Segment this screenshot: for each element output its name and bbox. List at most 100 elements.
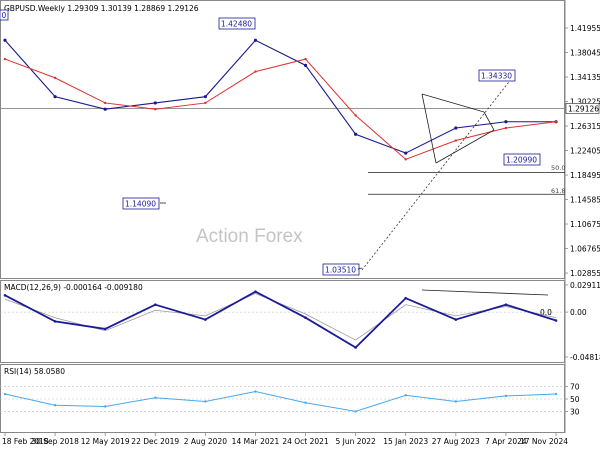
rsi-panel[interactable] [0, 364, 565, 433]
moving-average-point [304, 57, 307, 61]
macd-point [354, 346, 357, 349]
macd-point [53, 320, 57, 323]
macd-current-label: 0.0 [540, 308, 552, 317]
rsi-tick-label: 70 [570, 383, 580, 392]
rsi-point [204, 400, 207, 403]
label-1-03510: 1.03510 [322, 263, 360, 276]
rsi-line [4, 391, 557, 412]
moving-average-point [404, 158, 407, 161]
rsi-tick-label: 50 [570, 395, 580, 404]
moving-average-point [53, 76, 57, 80]
macd-panel[interactable] [0, 280, 565, 363]
macd-point [103, 327, 107, 331]
left-edge-label: 0 [2, 11, 7, 20]
price-point [354, 132, 358, 136]
macd-point [404, 296, 408, 300]
moving-average-point [3, 57, 7, 61]
x-tick-label: 5 Jun 2022 [335, 437, 376, 446]
moving-average-point [554, 120, 558, 123]
rsi-header: RSI(14) 58.0580 [4, 367, 65, 376]
macd-point [204, 318, 207, 321]
moving-average-point [103, 101, 107, 105]
rsi-point [354, 410, 357, 413]
rsi-point [254, 390, 257, 393]
macd-point [254, 290, 257, 293]
moving-average-point [504, 126, 508, 130]
macd-point [304, 316, 307, 320]
connector-1-03510 [357, 267, 363, 270]
moving-average-point [204, 101, 207, 105]
watermark: Action Forex [196, 226, 303, 247]
price-point [253, 38, 258, 42]
macd-header: MACD(12,26,9) -0.000164 -0.009180 [4, 283, 143, 292]
price-tick-label: 1.18495 [570, 171, 600, 180]
x-tick-label: 2 Aug 2020 [184, 437, 227, 446]
svg-text:1.20990: 1.20990 [506, 156, 537, 165]
macd-line [4, 290, 557, 349]
rsi-point [3, 392, 7, 396]
x-tick-label: 22 Dec 2019 [131, 437, 179, 446]
moving-average-point [454, 139, 458, 142]
price-panel[interactable] [0, 0, 565, 279]
trendline-dotted [361, 77, 513, 271]
rsi-point [103, 405, 107, 408]
svg-text:1.03510: 1.03510 [325, 266, 356, 275]
label-1-42480: 1.42480 [218, 17, 256, 30]
price-tick-label: 1.02855 [570, 269, 600, 278]
rsi-point [154, 396, 157, 399]
price-header: GBPUSD.Weekly 1.29309 1.30139 1.28869 1.… [4, 4, 199, 13]
price-point [404, 151, 408, 155]
price-tick-label: 1.38045 [570, 49, 600, 58]
price-point [454, 126, 458, 130]
x-tick-label: 12 May 2019 [81, 437, 130, 446]
x-tick-label: 7 Apr 2024 [485, 437, 527, 446]
macd-tick-label: 0.00 [570, 308, 587, 317]
price-tick-label: 1.14585 [570, 196, 600, 205]
svg-text:1.34330: 1.34330 [481, 72, 512, 81]
label-1-20990: 1.20990 [503, 153, 541, 166]
price-tick-label: 1.10675 [570, 220, 600, 229]
x-tick-label: 24 Oct 2021 [282, 437, 329, 446]
left-edge-marker [0, 9, 9, 21]
price-point [103, 107, 107, 111]
triangle-right-line [483, 111, 495, 131]
x-tick-label: 14 Mar 2021 [232, 437, 280, 446]
label-1-14090: 1.14090 [122, 197, 160, 210]
macd-trendline [421, 289, 549, 296]
price-series-line [4, 39, 556, 154]
price-tick-label: 1.26315 [570, 122, 600, 131]
current-price-label: 1.29126 [568, 104, 599, 113]
fib-label-61: 61.8 [551, 187, 565, 195]
triangle-upper-line [421, 93, 485, 113]
price-tick-label: 1.41955 [570, 24, 600, 33]
macd-point [3, 294, 7, 297]
rsi-point [404, 394, 407, 397]
macd-tick-label: 0.029114 [570, 281, 600, 290]
x-tick-label: 18 Feb 2018 [2, 437, 49, 446]
x-tick-label: 30 Sep 2018 [31, 437, 79, 446]
svg-text:1.42480: 1.42480 [221, 20, 252, 29]
price-tick-label: 1.34135 [570, 73, 600, 82]
rsi-point [504, 394, 508, 398]
macd-tick-label: -0.048189 [570, 353, 600, 362]
price-point [153, 101, 157, 105]
price-point [303, 63, 308, 67]
label-1-34330: 1.34330 [478, 69, 516, 82]
price-point [203, 95, 207, 99]
price-point [3, 38, 7, 42]
triangle-lower-line [435, 129, 495, 164]
x-tick-label: 27 Aug 2023 [432, 437, 480, 446]
current-price-box [565, 103, 600, 114]
price-point [504, 120, 508, 124]
macd-point [554, 319, 558, 322]
rsi-point [554, 392, 558, 396]
moving-average-point [254, 70, 257, 73]
svg-text:1.14090: 1.14090 [125, 200, 156, 209]
price-tick-label: 1.22405 [570, 147, 600, 156]
price-tick-label: 1.06765 [570, 245, 600, 254]
macd-point [153, 303, 157, 306]
x-tick-label: 15 Jan 2023 [383, 437, 428, 446]
price-point [53, 95, 57, 99]
rsi-point [53, 404, 57, 407]
